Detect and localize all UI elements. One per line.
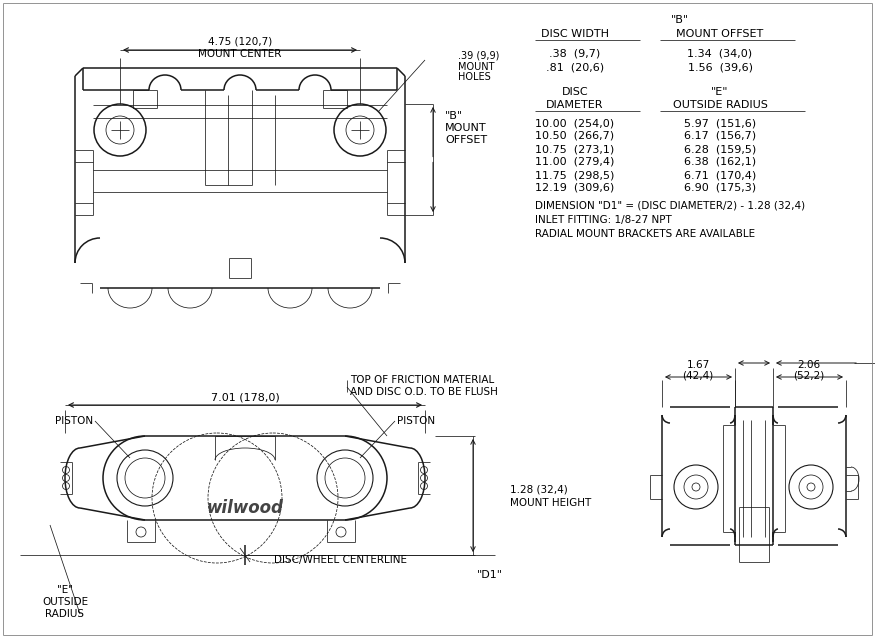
Text: 6.71  (170,4): 6.71 (170,4)	[684, 170, 756, 180]
Text: DISC/WHEEL CENTERLINE: DISC/WHEEL CENTERLINE	[274, 555, 407, 565]
Text: 1.56  (39,6): 1.56 (39,6)	[688, 63, 752, 73]
Text: 6.28  (159,5): 6.28 (159,5)	[684, 144, 756, 154]
Text: 10.50  (266,7): 10.50 (266,7)	[536, 131, 614, 141]
Text: MOUNT HEIGHT: MOUNT HEIGHT	[510, 498, 592, 507]
Text: 5.97  (151,6): 5.97 (151,6)	[684, 118, 756, 128]
Text: HOLES: HOLES	[458, 72, 491, 82]
Text: RADIAL MOUNT BRACKETS ARE AVAILABLE: RADIAL MOUNT BRACKETS ARE AVAILABLE	[535, 229, 755, 239]
Text: 7.01 (178,0): 7.01 (178,0)	[211, 392, 279, 402]
Text: .38  (9,7): .38 (9,7)	[550, 48, 600, 58]
Text: DIAMETER: DIAMETER	[546, 100, 604, 110]
Text: "E": "E"	[711, 87, 729, 97]
Text: MOUNT CENTER: MOUNT CENTER	[199, 49, 282, 59]
Text: 6.90  (175,3): 6.90 (175,3)	[684, 183, 756, 193]
Text: DISC: DISC	[562, 87, 588, 97]
Text: DISC WIDTH: DISC WIDTH	[541, 29, 609, 39]
Text: wilwood: wilwood	[206, 499, 284, 517]
Text: TOP OF FRICTION MATERIAL: TOP OF FRICTION MATERIAL	[350, 375, 494, 385]
Text: MOUNT: MOUNT	[458, 62, 494, 72]
Text: 10.75  (273,1): 10.75 (273,1)	[536, 144, 614, 154]
Text: 1.67: 1.67	[686, 360, 710, 370]
Text: 1.34  (34,0): 1.34 (34,0)	[688, 48, 752, 58]
Text: MOUNT OFFSET: MOUNT OFFSET	[676, 29, 764, 39]
Text: 4.75 (120,7): 4.75 (120,7)	[208, 36, 272, 46]
Text: 10.00  (254,0): 10.00 (254,0)	[536, 118, 614, 128]
Text: "D1": "D1"	[477, 570, 503, 580]
Text: OUTSIDE RADIUS: OUTSIDE RADIUS	[673, 100, 767, 110]
Text: 1.28 (32,4): 1.28 (32,4)	[510, 484, 568, 494]
Text: OFFSET: OFFSET	[445, 135, 487, 145]
Text: 6.17  (156,7): 6.17 (156,7)	[684, 131, 756, 141]
Text: 11.75  (298,5): 11.75 (298,5)	[536, 170, 614, 180]
Text: "E": "E"	[57, 585, 73, 595]
Text: (52,2): (52,2)	[794, 371, 824, 381]
Text: 11.00  (279,4): 11.00 (279,4)	[536, 157, 614, 167]
Text: "B": "B"	[445, 111, 463, 121]
Text: AND DISC O.D. TO BE FLUSH: AND DISC O.D. TO BE FLUSH	[350, 387, 498, 397]
Text: MOUNT: MOUNT	[445, 123, 487, 133]
Text: 6.38  (162,1): 6.38 (162,1)	[684, 157, 756, 167]
Text: RADIUS: RADIUS	[46, 609, 85, 619]
Text: .81  (20,6): .81 (20,6)	[546, 63, 604, 73]
Text: DIMENSION "D1" = (DISC DIAMETER/2) - 1.28 (32,4): DIMENSION "D1" = (DISC DIAMETER/2) - 1.2…	[535, 201, 805, 211]
Text: OUTSIDE: OUTSIDE	[42, 597, 88, 607]
Text: (42,4): (42,4)	[682, 371, 714, 381]
Text: 12.19  (309,6): 12.19 (309,6)	[536, 183, 614, 193]
Text: 2.06: 2.06	[797, 360, 821, 370]
Text: PISTON: PISTON	[397, 416, 435, 426]
Text: INLET FITTING: 1/8-27 NPT: INLET FITTING: 1/8-27 NPT	[535, 215, 672, 225]
Text: .39 (9,9): .39 (9,9)	[458, 50, 500, 60]
Text: "B": "B"	[671, 15, 690, 25]
Text: PISTON: PISTON	[55, 416, 93, 426]
